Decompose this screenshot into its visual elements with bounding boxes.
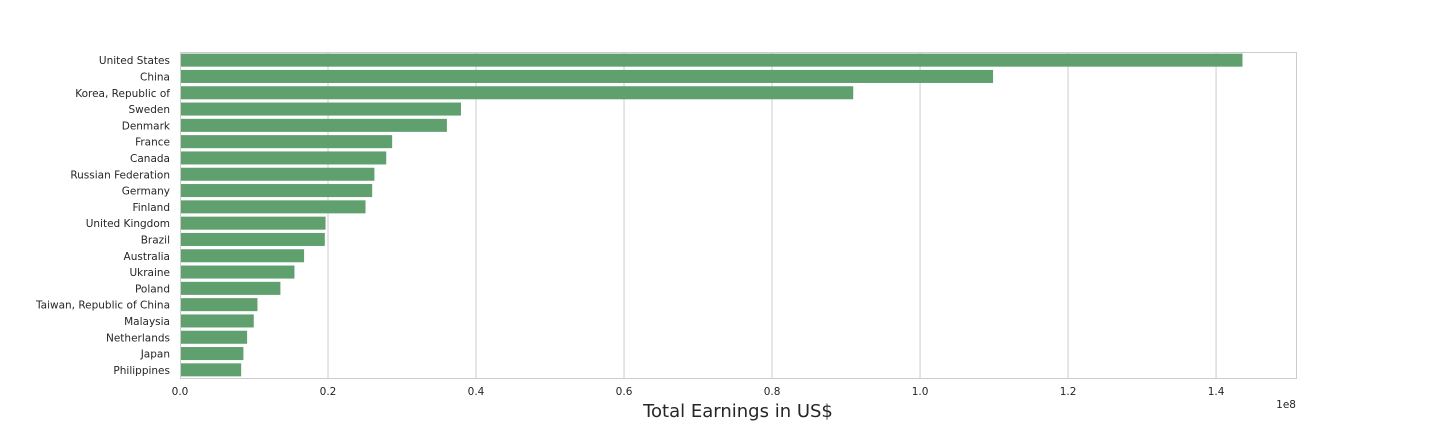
category-label: Ukraine	[129, 267, 170, 279]
bar	[180, 151, 387, 165]
category-label: Canada	[130, 153, 170, 165]
bar	[180, 184, 373, 198]
x-tick-label: 1.2	[1060, 386, 1077, 398]
bar	[180, 330, 248, 344]
category-label: Taiwan, Republic of China	[35, 300, 170, 312]
category-label: Korea, Republic of	[75, 88, 170, 100]
category-label: United States	[99, 55, 170, 67]
bar	[180, 200, 366, 214]
bar	[180, 298, 258, 312]
category-label: Netherlands	[106, 332, 170, 344]
category-label: United Kingdom	[86, 218, 170, 230]
bar	[180, 135, 393, 149]
bar	[180, 232, 325, 246]
category-label: Brazil	[141, 234, 170, 246]
x-tick-label: 0.4	[468, 386, 485, 398]
category-label: Japan	[140, 349, 170, 361]
category-label: Poland	[135, 283, 170, 295]
category-label: Philippines	[113, 365, 170, 377]
x-tick-label: 0.8	[764, 386, 781, 398]
bar	[180, 69, 994, 83]
category-label: Sweden	[129, 104, 171, 116]
category-label: Australia	[124, 251, 170, 263]
category-label: Malaysia	[124, 316, 170, 328]
x-tick-label: 0.2	[320, 386, 337, 398]
bars	[180, 53, 1243, 377]
x-axis-offset-label: 1e8	[1276, 399, 1296, 411]
bar	[180, 216, 326, 230]
x-tick-label: 0.0	[172, 386, 189, 398]
bar	[180, 265, 295, 279]
x-tick-labels: 0.0 0.2 0.4 0.6 0.8 1.0 1.2 1.4	[172, 386, 1225, 398]
bar	[180, 314, 254, 328]
category-label: France	[135, 137, 170, 149]
plot-frame	[180, 52, 1297, 379]
category-labels: United States China Korea, Republic of Swed…	[35, 55, 171, 377]
category-label: Russian Federation	[70, 169, 170, 181]
x-tick-label: 1.0	[912, 386, 929, 398]
category-label: Germany	[122, 186, 170, 198]
plot-background	[180, 52, 1296, 378]
category-label: Finland	[132, 202, 170, 214]
bar	[180, 363, 242, 377]
bar	[180, 53, 1243, 67]
bar	[180, 86, 854, 100]
x-tick-label: 0.6	[616, 386, 633, 398]
bar	[180, 281, 281, 295]
bar	[180, 102, 461, 116]
grid-lines	[327, 52, 1217, 378]
category-label: China	[140, 71, 170, 83]
bar	[180, 347, 244, 361]
x-axis-title: Total Earnings in US$	[642, 401, 833, 422]
bar	[180, 167, 375, 181]
x-tick-label: 1.4	[1208, 386, 1225, 398]
bar	[180, 118, 447, 132]
category-label: Denmark	[122, 120, 171, 132]
bar	[180, 249, 305, 263]
